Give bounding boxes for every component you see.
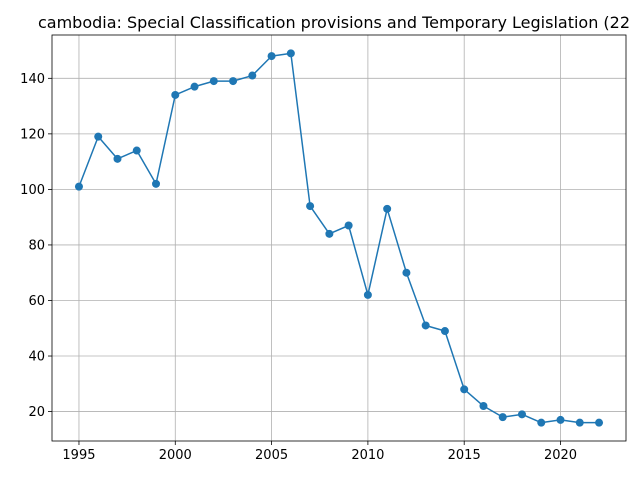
data-point [595,418,604,427]
y-tick-label: 40 [28,350,45,365]
data-point [440,327,449,336]
data-point [421,321,430,330]
y-tick-label: 60 [28,294,45,309]
chart-title: cambodia: Special Classification provisi… [38,13,630,32]
data-point [383,204,392,213]
x-tick-label: 2020 [544,448,577,463]
data-point [152,179,161,188]
series-line [78,52,600,424]
axes: 1995 2000 2005 2010 2015 20202040608010012014… [20,34,627,463]
data-point [575,418,584,427]
x-tick-label: 2005 [255,448,288,463]
data-point [479,402,488,411]
data-point [537,418,546,427]
x-tick-label: 2015 [448,448,481,463]
y-tick-label: 100 [20,183,45,198]
x-tick-label: 1995 [62,448,95,463]
data-point [132,146,141,155]
x-tick-label: 2010 [351,448,384,463]
data-point [286,49,295,58]
y-tick-label: 140 [20,72,45,87]
data-point [402,268,411,277]
data-point [517,410,526,419]
data-point [248,71,257,80]
y-tick-label: 20 [28,405,45,420]
x-tick-label: 2000 [159,448,192,463]
data-point [267,52,276,61]
grid [52,35,626,441]
series-layer [74,49,604,427]
data-point [229,77,238,86]
data-point [94,132,103,141]
data-point [209,77,218,86]
data-point [171,90,180,99]
data-point [460,385,469,394]
data-point [325,229,334,238]
y-tick-label: 120 [20,127,45,142]
axes-frame [51,34,627,442]
data-point [363,290,372,299]
data-point [306,202,315,211]
data-point [498,413,507,422]
y-tick-label: 80 [28,238,45,253]
data-point [556,415,565,424]
data-point [344,221,353,230]
data-point [113,154,122,163]
data-point [74,182,83,191]
data-point [190,82,199,91]
